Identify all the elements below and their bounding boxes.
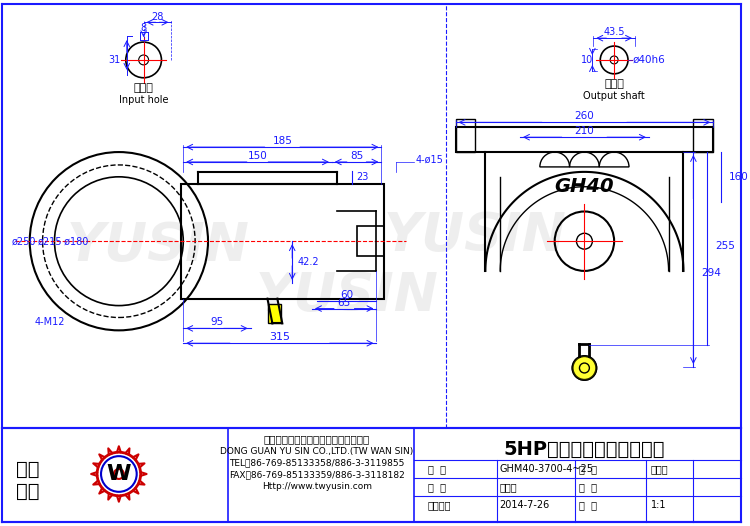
Text: 版权: 版权 — [16, 460, 40, 479]
Text: ø180: ø180 — [62, 236, 88, 246]
Text: 294: 294 — [701, 268, 721, 278]
Bar — [182, 184, 384, 299]
Text: TEL：86-769-85133358/886-3-3119855: TEL：86-769-85133358/886-3-3119855 — [230, 459, 405, 468]
Text: 審  核: 審 核 — [580, 482, 598, 492]
Text: ø40h6: ø40h6 — [633, 55, 666, 65]
Text: 160: 160 — [729, 172, 748, 182]
Text: 1:1: 1:1 — [651, 500, 666, 510]
Text: YUSIN: YUSIN — [255, 270, 438, 322]
Bar — [694, 119, 713, 152]
Text: 210: 210 — [574, 126, 594, 136]
Bar — [456, 119, 476, 152]
Text: 4-ø15: 4-ø15 — [416, 155, 444, 165]
Text: 65: 65 — [337, 298, 350, 308]
Text: 肯飞平: 肯飞平 — [651, 464, 668, 474]
Text: 8: 8 — [140, 23, 147, 33]
Text: 4-M12: 4-M12 — [34, 317, 65, 327]
Text: FAX：86-769-85133359/886-3-3118182: FAX：86-769-85133359/886-3-3118182 — [229, 470, 405, 480]
Text: 第二版: 第二版 — [500, 482, 517, 492]
Text: DONG GUAN YU SIN CO.,LTD.(TW WAN SIN): DONG GUAN YU SIN CO.,LTD.(TW WAN SIN) — [220, 447, 413, 456]
Text: 260: 260 — [574, 112, 594, 122]
Text: 60: 60 — [340, 290, 353, 300]
Text: ø250: ø250 — [12, 236, 37, 246]
Text: 28: 28 — [152, 12, 164, 22]
Text: 所有: 所有 — [16, 482, 40, 501]
Text: 修訂日期: 修訂日期 — [428, 500, 451, 510]
Text: GH40: GH40 — [554, 177, 614, 196]
Text: 150: 150 — [248, 151, 268, 161]
Text: W: W — [106, 464, 131, 484]
Bar — [356, 226, 384, 256]
Text: 版  本: 版 本 — [428, 482, 446, 492]
Circle shape — [572, 356, 596, 380]
Text: 255: 255 — [716, 241, 735, 251]
Text: GHM40-3700-4~25: GHM40-3700-4~25 — [500, 464, 593, 474]
Text: Input hole: Input hole — [119, 95, 169, 105]
Text: Http://www.twyusin.com: Http://www.twyusin.com — [262, 482, 372, 491]
Text: 2014-7-26: 2014-7-26 — [500, 500, 550, 510]
Text: 315: 315 — [269, 332, 290, 342]
Text: 10: 10 — [581, 55, 593, 65]
Text: YUSIN: YUSIN — [67, 220, 250, 272]
Text: 85: 85 — [350, 151, 363, 161]
Bar — [268, 304, 281, 323]
Text: 95: 95 — [210, 317, 224, 327]
Text: 圖  號: 圖 號 — [428, 464, 446, 474]
Text: 东莞市宇鑫机電有限公司（台灣萬鑫）: 东莞市宇鑫机電有限公司（台灣萬鑫） — [264, 434, 370, 444]
Text: Output shaft: Output shaft — [584, 90, 645, 100]
Text: 繪  圖: 繪 圖 — [580, 464, 598, 474]
Text: 42.2: 42.2 — [297, 257, 319, 267]
Text: 31: 31 — [109, 55, 121, 65]
Text: 比  例: 比 例 — [580, 500, 598, 510]
Text: 入力孔: 入力孔 — [134, 83, 154, 93]
Bar — [456, 127, 713, 152]
Text: 43.5: 43.5 — [604, 27, 625, 37]
Text: YUSIN: YUSIN — [384, 210, 567, 262]
Text: ø215: ø215 — [38, 236, 62, 246]
Text: 185: 185 — [272, 136, 292, 146]
Text: 5HP卧式直结型齿轮减速机: 5HP卧式直结型齿轮减速机 — [504, 440, 665, 459]
Text: 出力軸: 出力軸 — [604, 79, 624, 89]
Text: 23: 23 — [356, 172, 369, 182]
